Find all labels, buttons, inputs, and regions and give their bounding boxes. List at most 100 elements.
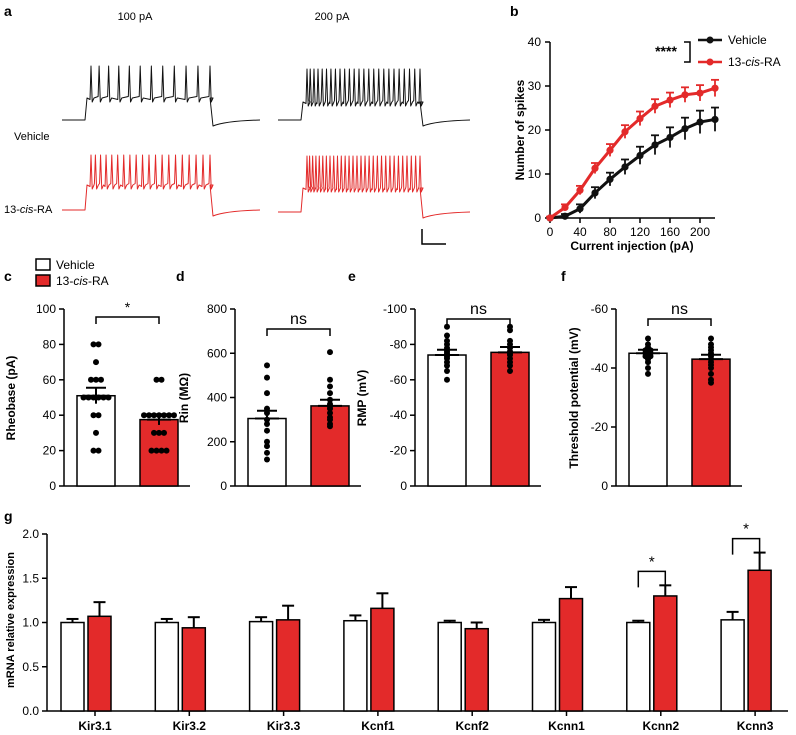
rin-y-tick-label: 200 — [207, 435, 227, 449]
mrna-bar-ra — [558, 597, 584, 712]
data-point-vehicle — [651, 141, 659, 149]
rmp-data-point — [444, 376, 450, 383]
rmp-significance-bracket — [446, 318, 511, 326]
mrna-significance-mark: * — [649, 553, 655, 570]
data-point-ra — [681, 91, 689, 99]
mrna-bar-ra — [275, 619, 301, 712]
mrna-y-tick-label: 1.0 — [22, 616, 39, 630]
data-point-ra — [621, 128, 629, 136]
rin-data-point — [327, 390, 333, 397]
x-tick-label: 200 — [690, 225, 710, 239]
threshold-y-axis-label: Threshold potential (mV) — [567, 327, 581, 468]
rheobase-data-point — [93, 429, 99, 436]
mrna-bar-ra — [370, 607, 395, 712]
mrna-category-label: Kcnf2 — [456, 719, 490, 733]
rheobase-bar-ra — [139, 418, 179, 487]
mrna-category-label: Kir3.3 — [267, 719, 301, 733]
voltage-trace-ra-200 — [278, 155, 471, 219]
rin-data-point — [264, 443, 270, 450]
rin-data-point — [264, 438, 270, 445]
mrna-bar-vehicle — [154, 621, 180, 712]
rin-data-point — [264, 362, 270, 369]
rin-data-point — [264, 456, 270, 463]
threshold-data-point — [645, 365, 651, 371]
x-tick-label: 80 — [603, 225, 617, 239]
mrna-bar-vehicle — [248, 620, 274, 712]
threshold-data-point — [708, 379, 714, 386]
voltage-trace-ra-100 — [62, 154, 261, 217]
rheobase-bar-vehicle — [76, 394, 116, 487]
y-tick-label: 0 — [534, 211, 541, 225]
panel-letter-g: g — [4, 508, 13, 524]
trace-row-label-vehicle: Vehicle — [14, 131, 49, 143]
trace-column-label: 200 pA — [315, 11, 351, 23]
rheobase-y-tick-label: 100 — [36, 302, 56, 316]
rheobase-data-point — [163, 447, 170, 454]
mrna-bar-vehicle — [343, 619, 368, 712]
rheobase-data-point — [158, 376, 165, 383]
rheobase-y-tick-label: 0 — [49, 479, 56, 493]
legend-marker — [706, 58, 714, 66]
y-tick-label: 30 — [528, 79, 542, 93]
significance-mark: **** — [655, 43, 677, 59]
rheobase-data-point — [153, 447, 160, 454]
mrna-bar-vehicle — [720, 619, 745, 712]
threshold-y-tick-label: -40 — [591, 361, 609, 375]
threshold-data-point — [708, 365, 714, 371]
data-point-ra — [591, 164, 599, 172]
rin-y-tick-label: 400 — [207, 391, 227, 405]
legend-label: Vehicle — [728, 33, 767, 47]
mrna-category-label: Kir3.2 — [173, 719, 207, 733]
rheobase-data-point — [158, 447, 165, 454]
data-point-ra — [636, 114, 644, 123]
significance-bracket — [684, 41, 691, 63]
mrna-bar-vehicle — [60, 621, 85, 712]
data-point-ra — [696, 89, 704, 97]
mrna-category-label: Kcnn3 — [737, 719, 774, 733]
rheobase-y-axis-label: Rheobase (pA) — [4, 356, 18, 441]
mrna-significance-mark: * — [743, 521, 749, 538]
rheobase-data-point — [90, 447, 97, 454]
rmp-y-tick-label: -60 — [390, 373, 408, 387]
data-point-vehicle — [591, 189, 599, 197]
rheobase-significance-bracket — [95, 316, 160, 324]
rheobase-data-point — [93, 376, 99, 383]
threshold-y-tick-label: -60 — [591, 302, 609, 316]
rin-data-point — [327, 416, 333, 423]
legend-label: Vehicle — [56, 258, 95, 272]
rheobase-y-tick-label: 20 — [43, 444, 57, 458]
mrna-y-tick-label: 0.5 — [22, 660, 39, 674]
rin-data-point — [327, 383, 333, 390]
rheobase-data-point — [98, 376, 104, 383]
rmp-data-point — [507, 367, 513, 374]
trace-row-label-ra: 13-cis-RA — [4, 204, 53, 216]
rmp-y-tick-label: -100 — [383, 302, 407, 316]
threshold-y-tick-label: -20 — [591, 420, 609, 434]
legend-label: 13-cis-RA — [728, 55, 781, 69]
data-point-vehicle — [576, 205, 584, 213]
rheobase-data-point — [153, 376, 160, 383]
data-point-vehicle — [696, 118, 704, 126]
rheobase-data-point — [95, 447, 102, 454]
data-point-ra — [561, 203, 569, 212]
voltage-trace-vehicle-100 — [62, 65, 261, 127]
mrna-bar-vehicle — [437, 621, 462, 712]
panel-letter-b: b — [510, 3, 519, 19]
rheobase-y-tick-label: 40 — [43, 408, 57, 422]
rmp-data-point — [507, 362, 513, 369]
rin-data-point — [264, 427, 270, 434]
mrna-category-label: Kcnn2 — [642, 719, 679, 733]
rin-y-tick-label: 600 — [207, 346, 227, 360]
rin-y-axis-label: Rin (MΩ) — [177, 373, 191, 423]
data-point-ra — [576, 186, 584, 194]
mrna-y-axis-label: mRNA relative expression — [5, 552, 17, 688]
rheobase-data-point — [161, 429, 167, 436]
data-point-ra — [666, 96, 674, 104]
rin-significance-bracket — [266, 328, 331, 336]
data-point-vehicle — [681, 125, 689, 133]
data-point-ra — [651, 102, 659, 110]
trace-column-label: 100 pA — [118, 11, 154, 23]
threshold-y-tick-label: 0 — [601, 479, 608, 493]
panel-letter-a: a — [4, 3, 12, 19]
